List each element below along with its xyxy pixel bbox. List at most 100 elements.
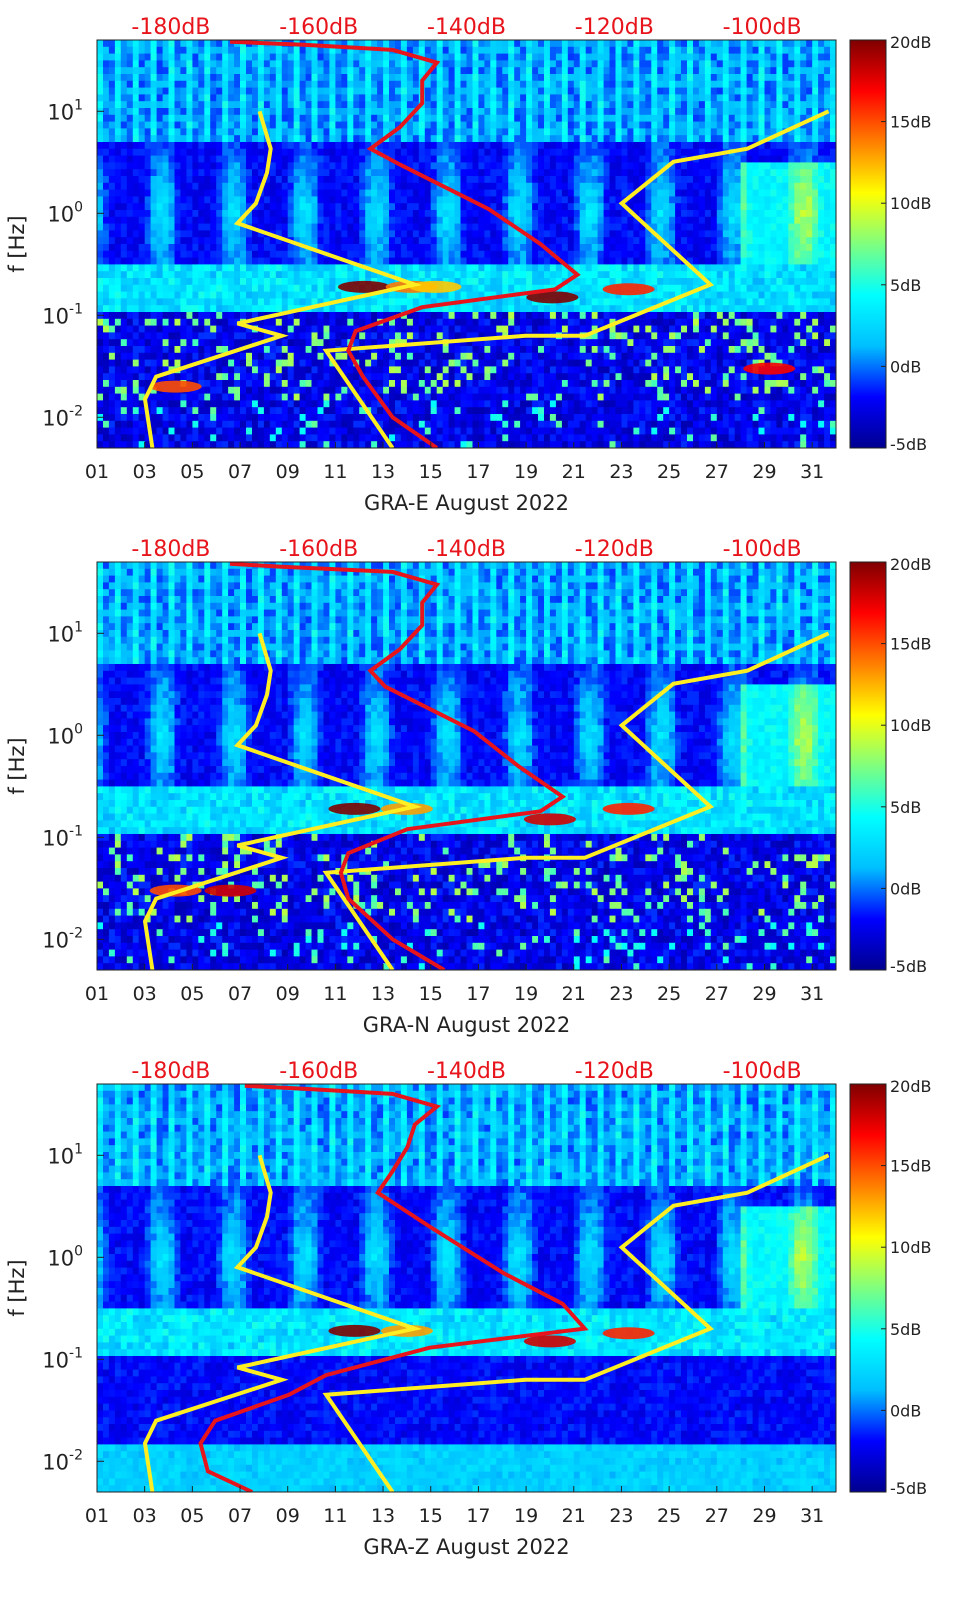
heatmap-cell <box>526 271 533 279</box>
heatmap-cell <box>782 155 789 163</box>
heatmap-cell <box>97 271 104 279</box>
heatmap-cell <box>293 203 301 211</box>
heatmap-cell <box>234 108 241 116</box>
heatmap-cell <box>305 101 313 109</box>
heatmap-cell <box>746 305 754 313</box>
heatmap-cell <box>538 271 545 279</box>
heatmap-cell <box>252 250 259 259</box>
heatmap-cell <box>591 257 599 265</box>
heatmap-cell <box>472 162 480 170</box>
heatmap-cell <box>818 67 825 75</box>
heatmap-cell <box>764 223 772 231</box>
heatmap-cell <box>228 74 235 82</box>
heatmap-cell <box>776 142 783 150</box>
heatmap-cell <box>496 230 503 238</box>
heatmap-cell <box>275 101 283 109</box>
heatmap-cell <box>573 40 581 48</box>
heatmap-cell <box>746 203 754 211</box>
heatmap-cell <box>687 162 694 170</box>
heatmap-cell <box>502 284 509 293</box>
heatmap-cell <box>198 257 205 265</box>
heatmap-cell <box>317 271 325 279</box>
heatmap-cell <box>639 142 646 150</box>
heatmap-cell <box>228 244 235 252</box>
heatmap-cell <box>830 237 836 245</box>
heatmap-cell <box>466 142 474 150</box>
heatmap-cell <box>103 53 110 61</box>
heatmap-cell <box>168 162 176 170</box>
heatmap-cell <box>585 237 593 245</box>
heatmap-cell <box>710 94 718 102</box>
heatmap-cell <box>806 284 813 293</box>
heatmap-cell <box>716 46 724 55</box>
heatmap-cell <box>317 305 325 313</box>
heatmap-cell <box>490 305 497 313</box>
heatmap-cell <box>198 278 205 286</box>
heatmap-cell <box>818 162 825 170</box>
heatmap-cell <box>174 94 182 102</box>
heatmap-cell <box>788 60 795 68</box>
heatmap-cell <box>359 189 366 197</box>
heatmap-cell <box>687 142 694 150</box>
heatmap-cell <box>687 230 694 238</box>
heatmap-cell <box>281 244 289 252</box>
heatmap-cell <box>621 182 629 191</box>
heatmap-cell <box>156 67 164 75</box>
heatmap-cell <box>645 196 652 204</box>
heatmap-cell <box>585 291 593 299</box>
heatmap-cell <box>788 74 795 82</box>
heatmap-cell <box>204 284 211 293</box>
heatmap-cell <box>657 305 664 313</box>
heatmap-cell <box>263 216 271 225</box>
heatmap-cell <box>329 135 336 143</box>
heatmap-cell <box>103 40 110 48</box>
heatmap-cell <box>502 237 509 245</box>
heatmap-cell <box>764 74 772 82</box>
heatmap-cell <box>669 101 676 109</box>
heatmap-cell <box>436 94 444 102</box>
heatmap-cell <box>103 108 110 116</box>
heatmap-cell <box>782 203 789 211</box>
heatmap-cell <box>418 203 426 211</box>
heatmap-cell <box>412 298 420 306</box>
heatmap-cell <box>567 148 575 157</box>
heatmap-cell <box>114 108 122 116</box>
heatmap-cell <box>377 257 384 265</box>
heatmap-cell <box>293 176 301 184</box>
heatmap-cell <box>103 230 110 238</box>
heatmap-cell <box>192 114 199 123</box>
heatmap-cell <box>585 230 593 238</box>
heatmap-cell <box>204 67 211 75</box>
heatmap-cell <box>698 237 706 245</box>
heatmap-cell <box>687 87 694 95</box>
heatmap-cell <box>544 135 551 143</box>
heatmap-cell <box>502 182 509 191</box>
heatmap-cell <box>746 189 754 197</box>
heatmap-cell <box>645 257 652 265</box>
heatmap-cell <box>514 278 521 286</box>
heatmap-cell <box>561 203 569 211</box>
heatmap-cell <box>603 237 611 245</box>
heatmap-cell <box>669 237 676 245</box>
heatmap-cell <box>663 114 670 123</box>
heatmap-cell <box>824 278 831 286</box>
heatmap-cell <box>746 250 754 259</box>
heatmap-cell <box>740 176 748 184</box>
heatmap-cell <box>281 162 289 170</box>
heatmap-cell <box>770 278 777 286</box>
heatmap-cell <box>240 250 247 259</box>
heatmap-cell <box>144 210 152 218</box>
heatmap-cell <box>728 60 736 68</box>
heatmap-cell <box>424 223 432 231</box>
heatmap-cell <box>746 176 754 184</box>
heatmap-cell <box>573 155 581 163</box>
heatmap-cell <box>591 264 599 272</box>
heatmap-cell <box>764 162 772 170</box>
heatmap-cell <box>824 284 831 293</box>
heatmap-cell <box>549 101 557 109</box>
heatmap-cell <box>395 298 402 306</box>
heatmap-cell <box>675 271 682 279</box>
heatmap-cell <box>371 155 378 163</box>
heatmap-cell <box>752 148 760 157</box>
heatmap-cell <box>281 67 289 75</box>
